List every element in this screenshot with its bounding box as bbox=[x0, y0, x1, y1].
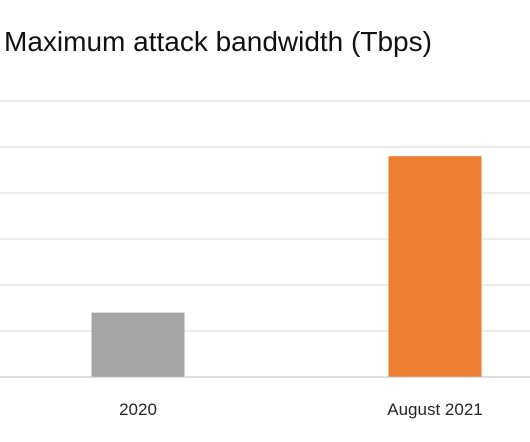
x-tick-label: 2020 bbox=[119, 400, 157, 419]
bar-2020 bbox=[91, 312, 185, 377]
bar-august-2021 bbox=[388, 156, 482, 377]
chart-title: Maximum attack bandwidth (Tbps) bbox=[4, 26, 432, 57]
x-tick-label: August 2021 bbox=[387, 400, 482, 419]
